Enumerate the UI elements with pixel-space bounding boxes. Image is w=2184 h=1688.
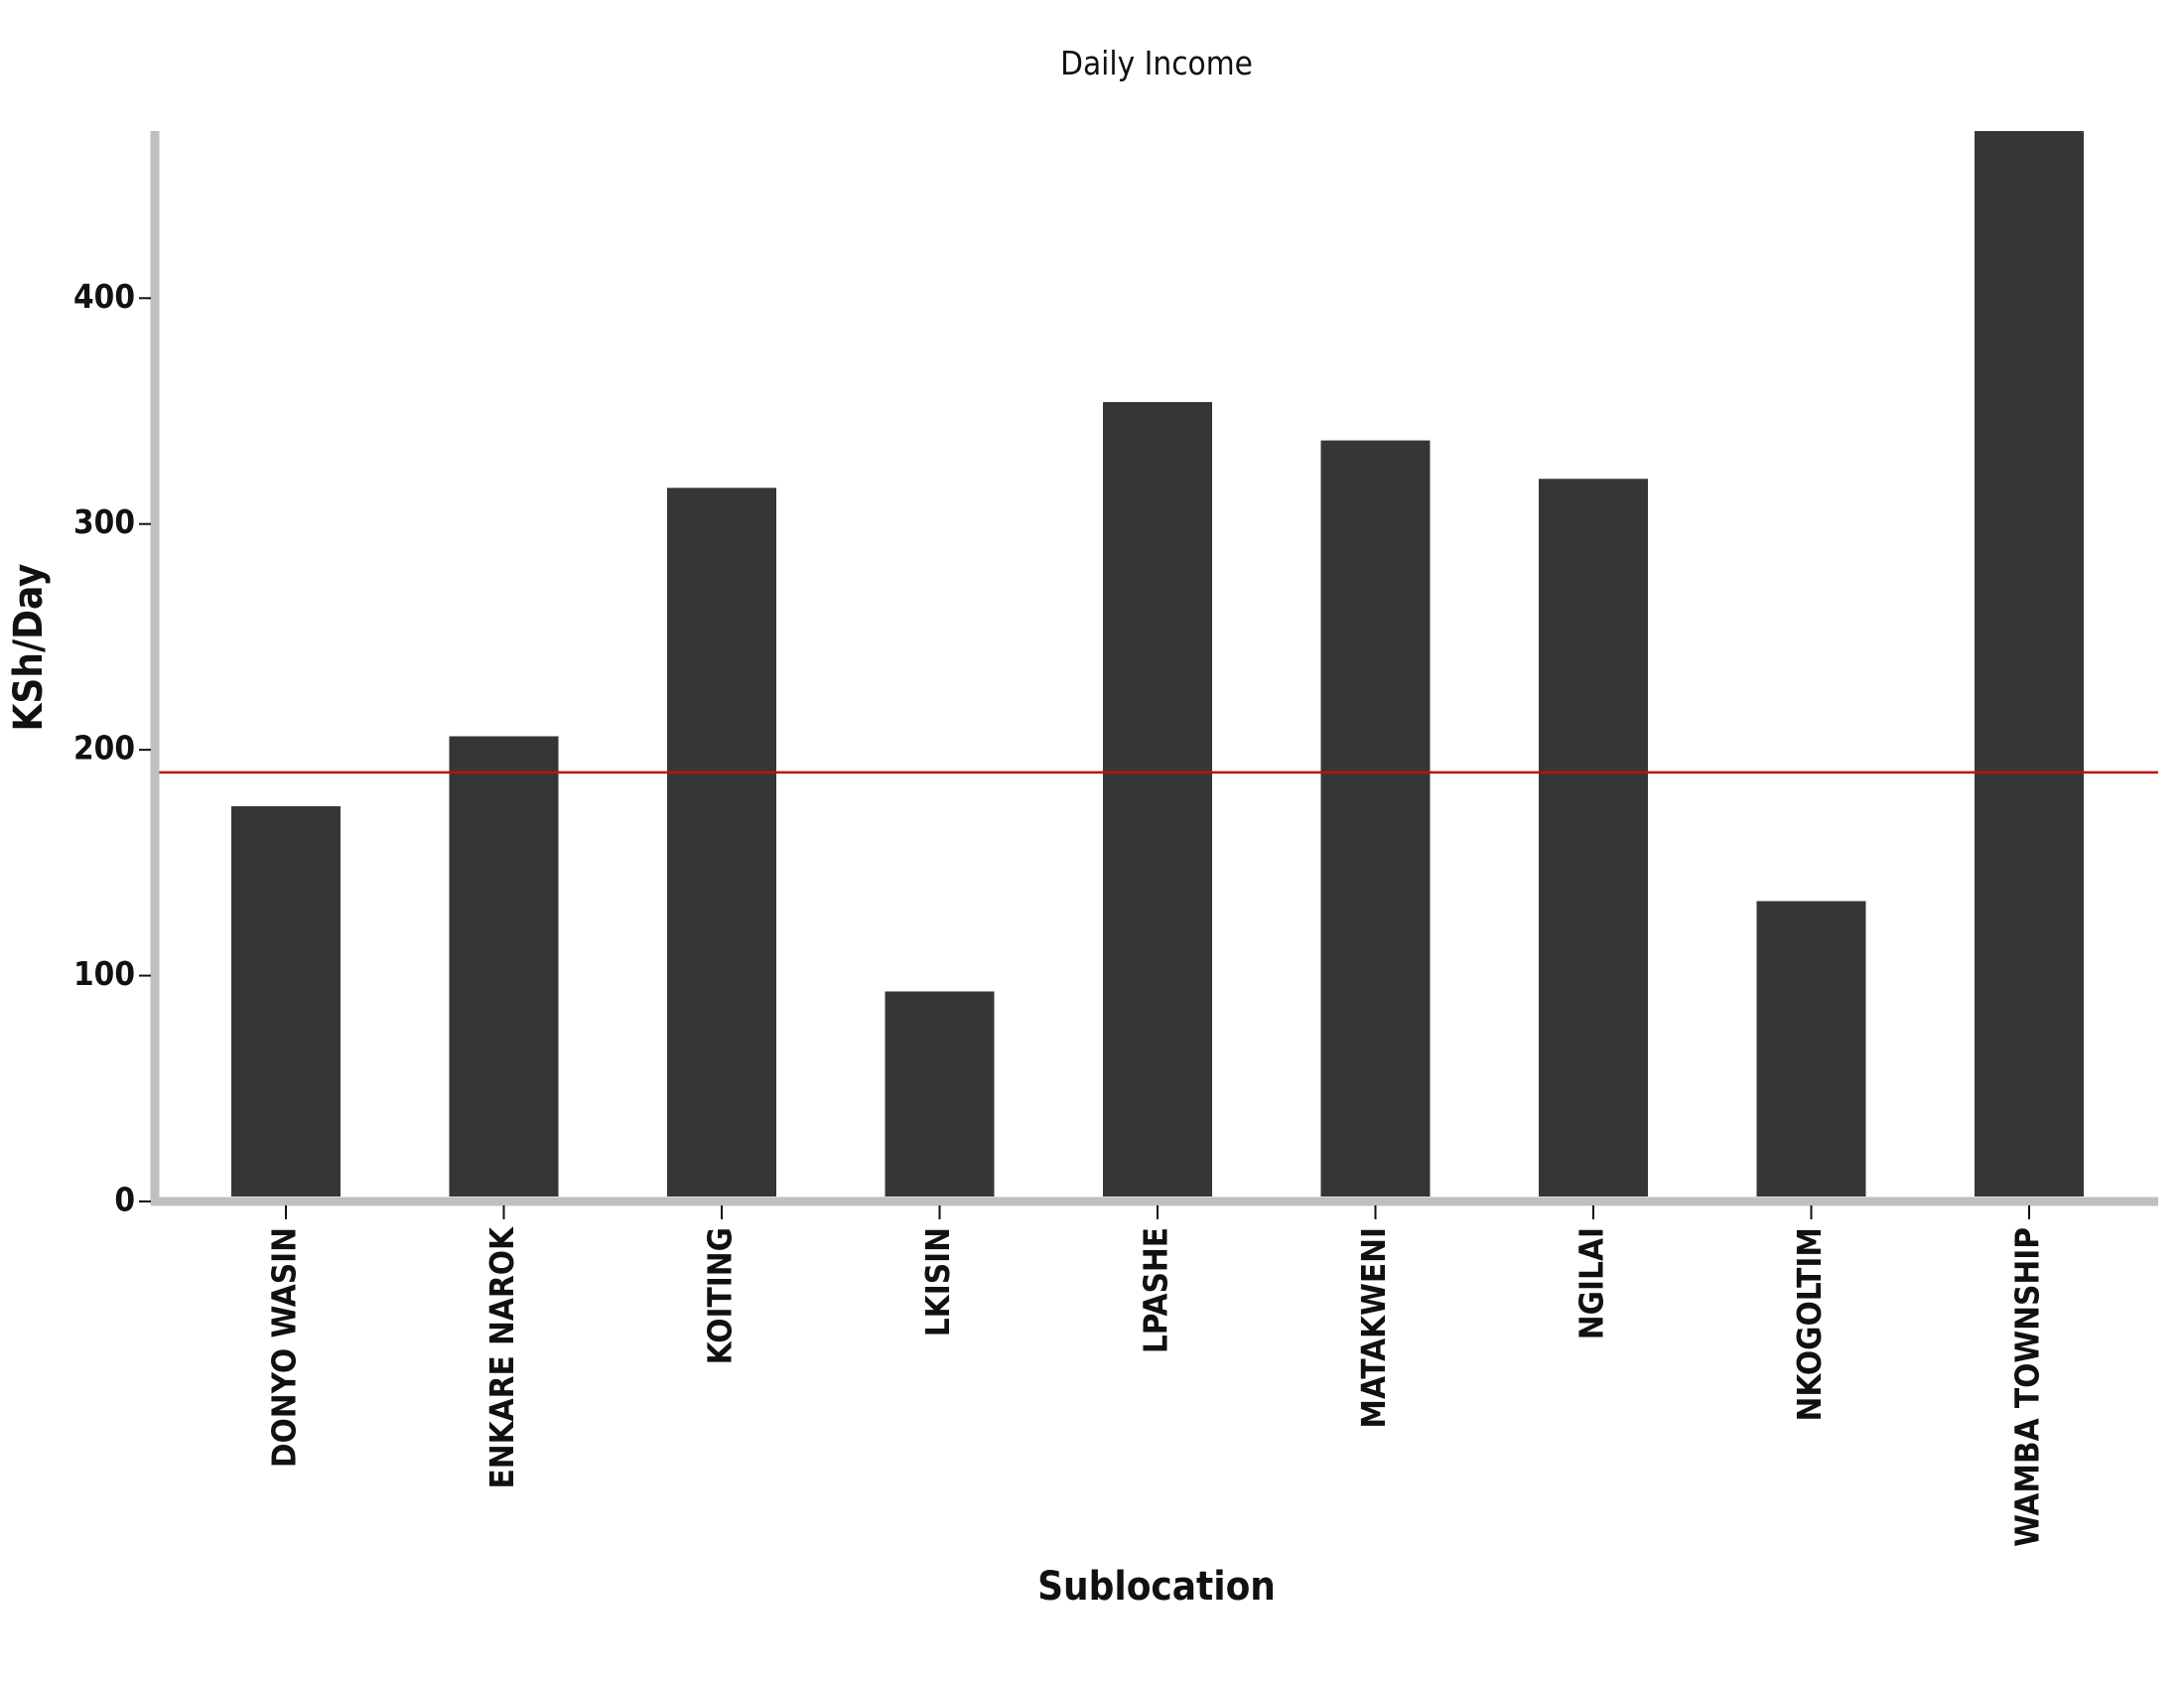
y-axis-label: KSh/Day (6, 564, 52, 732)
bar-6 (1320, 440, 1431, 1196)
bar-2 (449, 736, 559, 1196)
x-tick-label: DONYO WASIN (265, 1227, 304, 1468)
bar-7 (1539, 479, 1648, 1196)
bar-4 (885, 991, 995, 1196)
y-ticks-group: 0 100 200 300 400 (73, 277, 151, 1219)
bar-1 (231, 806, 341, 1196)
y-tick-label: 0 (114, 1181, 135, 1219)
x-axis-label: Sublocation (1037, 1564, 1276, 1610)
bars-group (231, 131, 2084, 1197)
x-tick-label: WAMBA TOWNSHIP (2008, 1227, 2047, 1547)
y-tick-label: 400 (73, 277, 135, 316)
chart-title: Daily Income (1060, 44, 1253, 82)
x-tick-label: NKOGOLTIM (1790, 1227, 1829, 1422)
x-ticks-group: DONYO WASIN ENKARE NAROK KOITING LKISIN LPAS… (265, 1205, 2047, 1547)
x-tick-label: KOITING (701, 1227, 740, 1364)
y-tick-label: 300 (73, 502, 135, 541)
bar-5 (1103, 401, 1212, 1197)
x-tick-label: MATAKWENI (1354, 1227, 1393, 1429)
x-tick-label: LPASHE (1137, 1227, 1175, 1353)
bar-9 (1975, 131, 2084, 1196)
y-tick-label: 100 (73, 954, 135, 993)
x-tick-label: NGILAI (1572, 1227, 1611, 1339)
y-tick-label: 200 (73, 729, 135, 768)
x-tick-label: ENKARE NAROK (482, 1226, 521, 1489)
x-tick-label: LKISIN (918, 1227, 957, 1336)
bar-8 (1756, 901, 1866, 1196)
bar-3 (667, 488, 776, 1196)
